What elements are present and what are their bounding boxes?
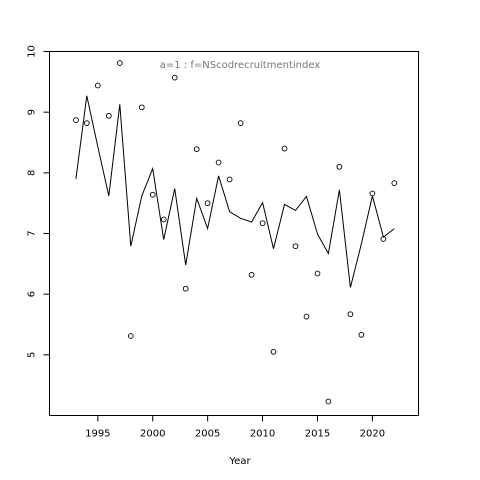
y-tick-label: 9	[27, 109, 38, 115]
data-point	[171, 74, 178, 81]
data-point	[303, 313, 310, 320]
data-point	[127, 333, 134, 339]
data-point	[336, 163, 343, 170]
data-point	[347, 311, 354, 318]
data-point	[204, 200, 211, 207]
data-point	[105, 112, 112, 119]
data-point	[270, 348, 277, 355]
data-point	[182, 285, 189, 292]
data-point	[215, 159, 222, 166]
plot-frame	[49, 51, 419, 416]
data-point	[281, 145, 288, 152]
y-tick-label: 7	[27, 230, 38, 236]
x-tick-label: 2000	[140, 429, 165, 440]
x-axis-label: Year	[228, 456, 251, 467]
data-point	[380, 236, 387, 242]
y-tick-label: 10	[27, 45, 38, 58]
data-point	[358, 331, 365, 338]
data-point	[116, 60, 123, 66]
y-tick-label: 8	[27, 170, 38, 176]
data-point	[193, 146, 200, 153]
x-tick-label: 2005	[195, 429, 220, 440]
y-axis: 5 6 7 8 9 10	[27, 45, 50, 358]
data-point	[138, 104, 145, 111]
data-point	[160, 216, 167, 223]
x-axis: 1995 2000 2005 2010 2015 2020	[85, 415, 385, 440]
data-point	[314, 270, 321, 277]
data-point	[73, 117, 79, 123]
x-tick-label: 2015	[305, 429, 330, 440]
x-tick-label: 1995	[85, 429, 110, 440]
x-tick-label: 2020	[360, 429, 385, 440]
data-point	[149, 191, 156, 198]
observed-points	[73, 60, 398, 405]
fitted-line	[75, 95, 395, 288]
data-point	[369, 190, 376, 197]
data-point	[94, 82, 101, 89]
data-point	[226, 176, 233, 183]
data-point	[292, 243, 299, 250]
data-point	[259, 220, 266, 227]
x-tick-label: 2010	[250, 429, 275, 440]
data-point	[83, 120, 90, 126]
y-tick-label: 6	[27, 291, 38, 297]
chart-title: a=1 : f=NScodrecruitmentindex	[160, 60, 321, 71]
y-tick-label: 5	[27, 352, 38, 358]
data-point	[325, 398, 332, 405]
data-point	[391, 180, 398, 186]
data-point	[237, 120, 244, 126]
data-point	[248, 271, 255, 278]
